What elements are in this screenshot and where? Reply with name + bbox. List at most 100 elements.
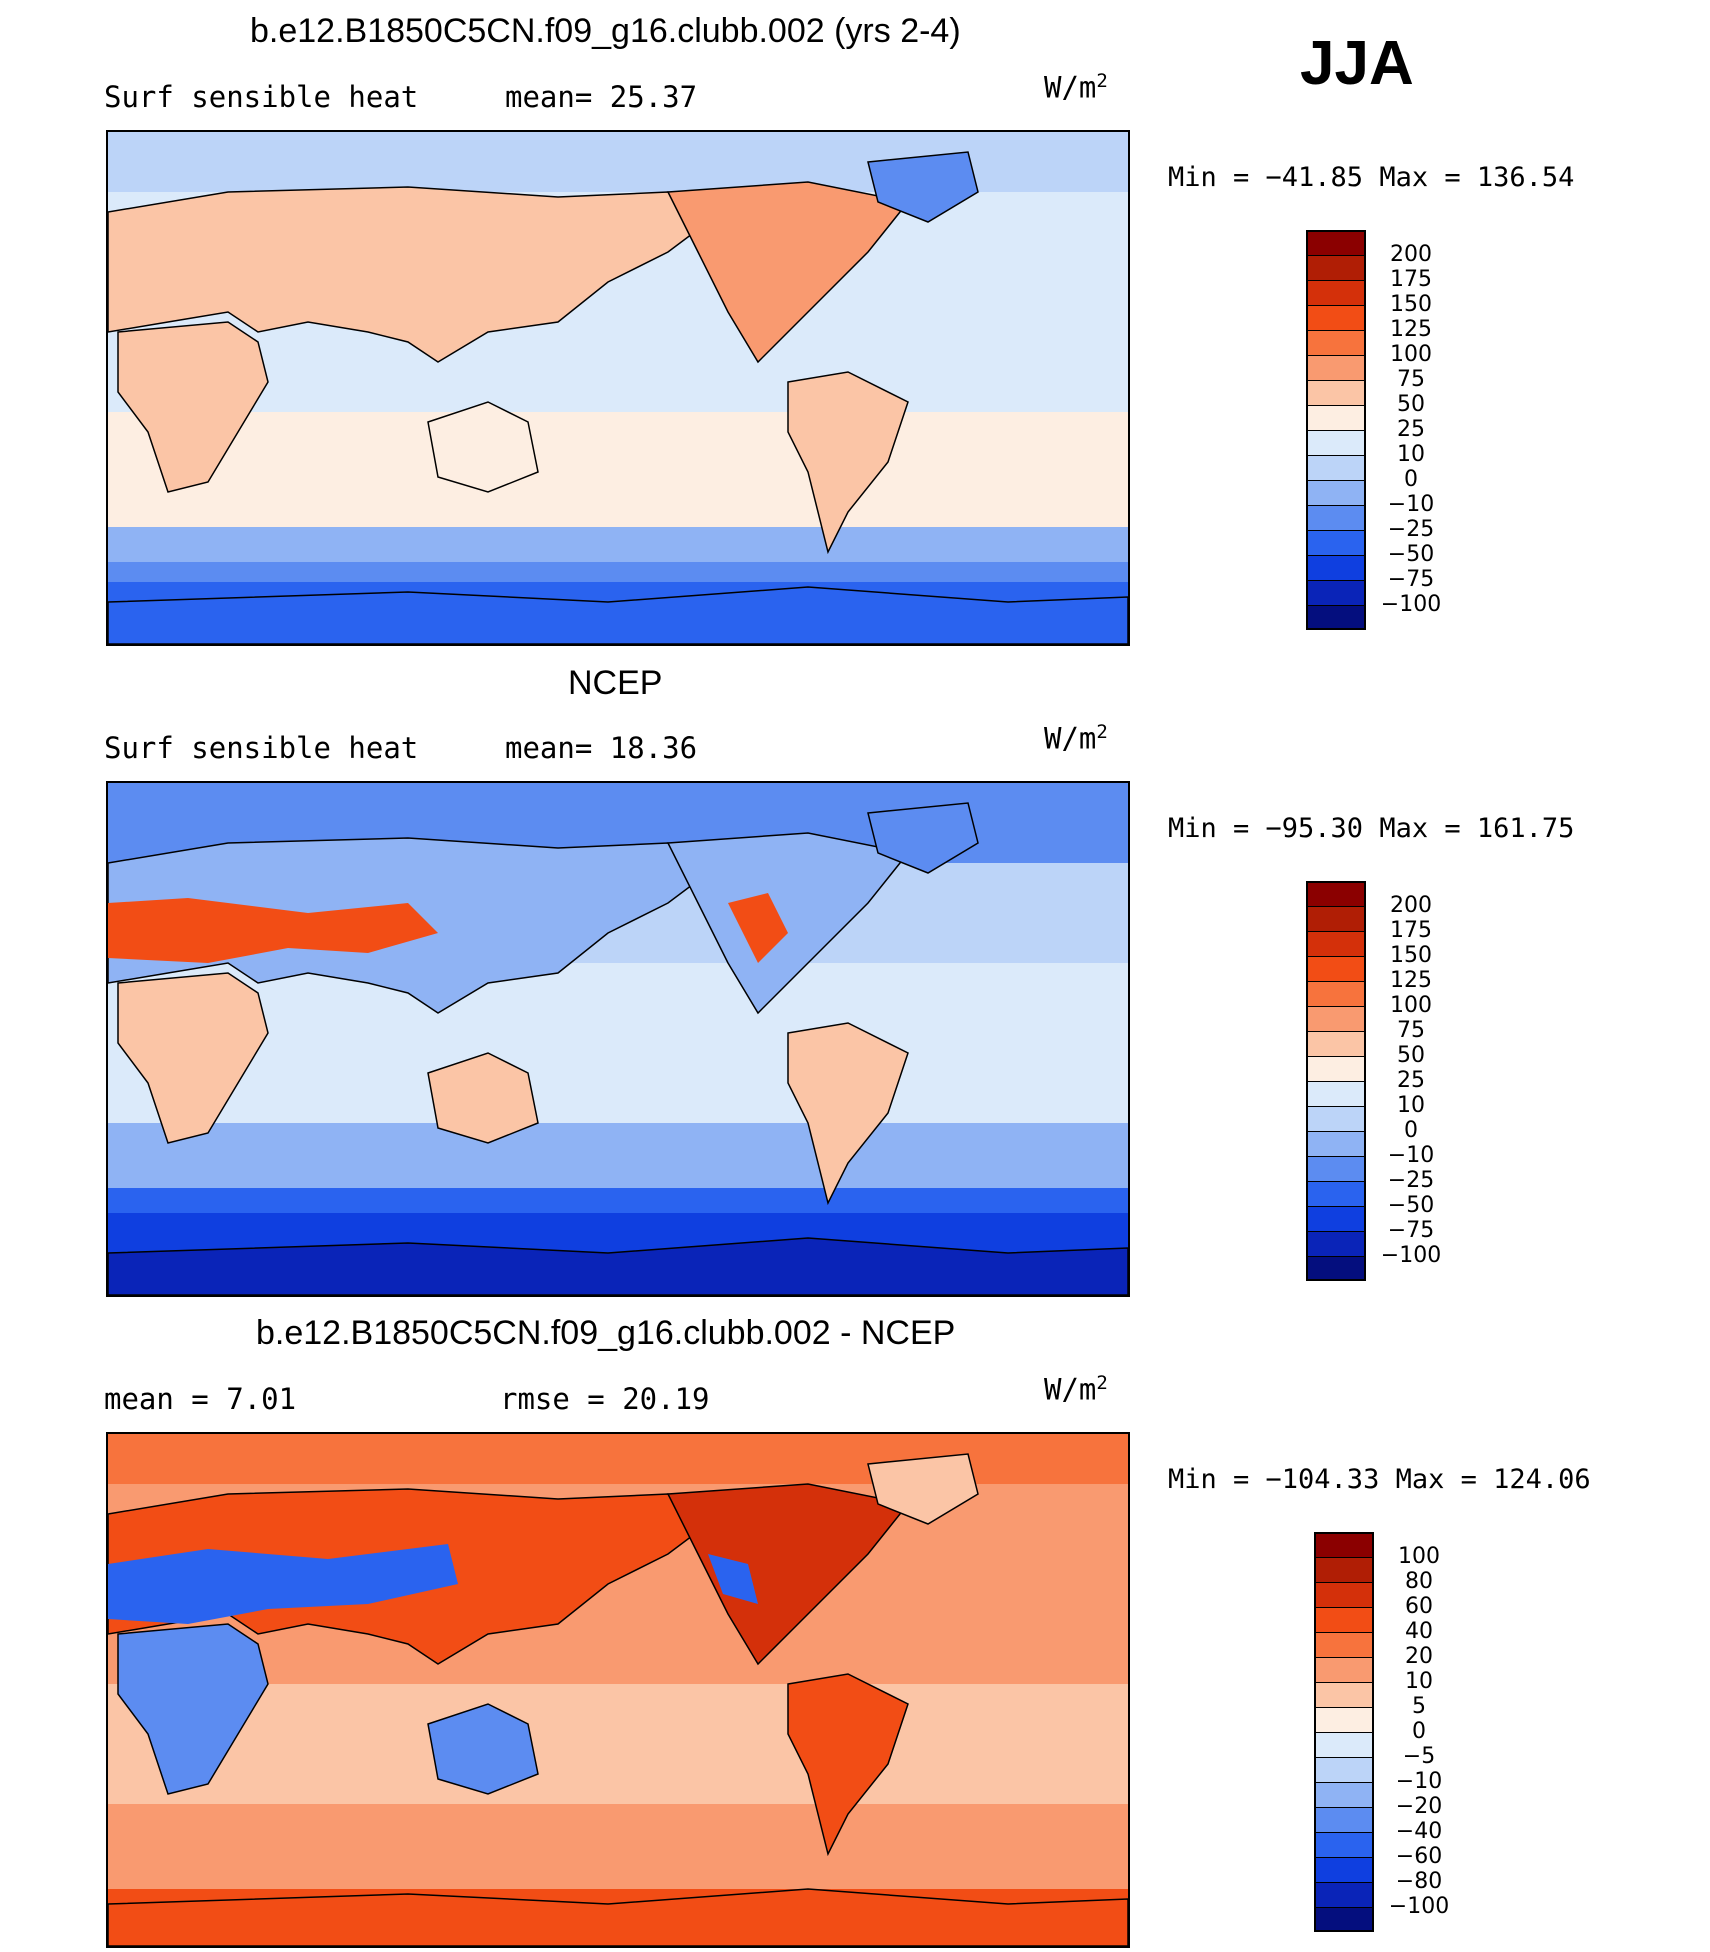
colorbar-swatch: [1306, 430, 1366, 455]
colorbar-swatch: [1314, 1832, 1374, 1857]
panel3-map: [106, 1432, 1130, 1948]
colorbar-swatch: [1306, 555, 1366, 580]
panel3-units: W/m2: [1044, 1372, 1108, 1407]
colorbar-swatch: [1306, 280, 1366, 305]
colorbar-frame: [1306, 881, 1366, 1281]
colorbar-swatch: [1306, 255, 1366, 280]
colorbar-tick-label: 200: [1390, 242, 1432, 267]
colorbar-tick-label: −10: [1387, 492, 1435, 517]
colorbar-swatch: [1306, 981, 1366, 1006]
colorbar-tick-label: 150: [1390, 943, 1432, 968]
colorbar-swatch: [1306, 931, 1366, 956]
colorbar-tick-label: 200: [1390, 893, 1432, 918]
colorbar-tick-label: 10: [1397, 442, 1425, 467]
panel3-min-max: Min = −104.33 Max = 124.06: [1168, 1464, 1591, 1495]
colorbar-tick-label: −25: [1387, 517, 1435, 542]
colorbar-swatch: [1314, 1882, 1374, 1907]
colorbar-tick-label: 10: [1405, 1669, 1433, 1694]
panel2-contour-map: [108, 783, 1128, 1295]
colorbar-tick-label: −25: [1387, 1168, 1435, 1193]
colorbar-swatch: [1314, 1857, 1374, 1882]
colorbar-tick-label: 20: [1405, 1644, 1433, 1669]
colorbar-tick-label: 60: [1405, 1594, 1433, 1619]
colorbar-swatch: [1306, 530, 1366, 555]
colorbar-swatch: [1314, 1782, 1374, 1807]
colorbar-tick-label: 75: [1397, 367, 1425, 392]
season-label: JJA: [1300, 29, 1414, 98]
colorbar-tick-label: 50: [1397, 392, 1425, 417]
colorbar-swatch: [1306, 1031, 1366, 1056]
colorbar-tick-label: 40: [1405, 1619, 1433, 1644]
colorbar-swatch: [1306, 1106, 1366, 1131]
panel1-contour-map: [108, 132, 1128, 644]
colorbar-swatch: [1306, 405, 1366, 430]
colorbar-swatch: [1306, 1231, 1366, 1256]
colorbar-swatch: [1306, 505, 1366, 530]
colorbar-tick-label: −100: [1380, 1243, 1442, 1268]
colorbar-swatch: [1306, 881, 1366, 906]
colorbar-swatch: [1306, 906, 1366, 931]
colorbar-tick-label: −50: [1387, 1193, 1435, 1218]
colorbar-tick-label: 175: [1390, 918, 1432, 943]
colorbar-swatch: [1306, 1256, 1366, 1281]
colorbar-swatch: [1306, 1056, 1366, 1081]
panel1-mean-label: mean= 25.37: [505, 80, 698, 114]
panel2-min-max: Min = −95.30 Max = 161.75: [1168, 813, 1575, 844]
colorbar-tick-label: 100: [1390, 342, 1432, 367]
colorbar-tick-label: 0: [1404, 1118, 1418, 1143]
colorbar-tick-label: −100: [1388, 1894, 1450, 1919]
colorbar-tick-label: −5: [1402, 1744, 1436, 1769]
panel1-title: b.e12.B1850C5CN.f09_g16.clubb.002 (yrs 2…: [250, 12, 961, 50]
panel1-map: [106, 130, 1130, 646]
colorbar-tick-label: 25: [1397, 417, 1425, 442]
colorbar-swatch: [1306, 1006, 1366, 1031]
colorbar-swatch: [1306, 580, 1366, 605]
colorbar-tick-label: −50: [1387, 542, 1435, 567]
colorbar-tick-label: −80: [1395, 1869, 1443, 1894]
colorbar-tick-label: 75: [1397, 1018, 1425, 1043]
colorbar-swatch: [1306, 605, 1366, 630]
colorbar-swatch: [1314, 1632, 1374, 1657]
colorbar-swatch: [1306, 1081, 1366, 1106]
colorbar-swatch: [1306, 1156, 1366, 1181]
colorbar-tick-label: 10: [1397, 1093, 1425, 1118]
colorbar-tick-label: 80: [1405, 1569, 1433, 1594]
colorbar-tick-label: −60: [1395, 1844, 1443, 1869]
colorbar-tick-label: 175: [1390, 267, 1432, 292]
colorbar-tick-label: −100: [1380, 592, 1442, 617]
panel3-title: b.e12.B1850C5CN.f09_g16.clubb.002 - NCEP: [256, 1314, 956, 1352]
colorbar-tick-label: 100: [1390, 993, 1432, 1018]
colorbar-swatch: [1306, 355, 1366, 380]
panel3-rmse-label: rmse = 20.19: [500, 1382, 710, 1416]
colorbar-swatch: [1306, 305, 1366, 330]
colorbar-tick-label: 25: [1397, 1068, 1425, 1093]
panel2-units: W/m2: [1044, 721, 1108, 756]
colorbar-swatch: [1306, 330, 1366, 355]
colorbar-swatch: [1306, 1206, 1366, 1231]
colorbar-swatch: [1314, 1657, 1374, 1682]
colorbar-tick-label: 100: [1398, 1544, 1440, 1569]
colorbar-tick-label: 0: [1412, 1719, 1426, 1744]
colorbar-swatch: [1314, 1907, 1374, 1932]
panel2-title: NCEP: [568, 664, 663, 702]
colorbar-swatch: [1314, 1757, 1374, 1782]
colorbar-swatch: [1306, 1131, 1366, 1156]
colorbar-swatch: [1314, 1682, 1374, 1707]
colorbar-swatch: [1306, 956, 1366, 981]
colorbar-swatch: [1306, 480, 1366, 505]
panel3-contour-map: [108, 1434, 1128, 1946]
colorbar-tick-label: −10: [1395, 1769, 1443, 1794]
colorbar-swatch: [1306, 380, 1366, 405]
colorbar-tick-label: 125: [1390, 317, 1432, 342]
colorbar-tick-label: −20: [1395, 1794, 1443, 1819]
colorbar-tick-label: −10: [1387, 1143, 1435, 1168]
colorbar-swatch: [1314, 1582, 1374, 1607]
colorbar-swatch: [1306, 1181, 1366, 1206]
panel1-units: W/m2: [1044, 70, 1108, 105]
colorbar-tick-label: −75: [1387, 567, 1435, 592]
colorbar-swatch: [1314, 1557, 1374, 1582]
colorbar-tick-label: 50: [1397, 1043, 1425, 1068]
colorbar-tick-label: −40: [1395, 1819, 1443, 1844]
panel2-mean-label: mean= 18.36: [505, 731, 698, 765]
panel2-map: [106, 781, 1130, 1297]
